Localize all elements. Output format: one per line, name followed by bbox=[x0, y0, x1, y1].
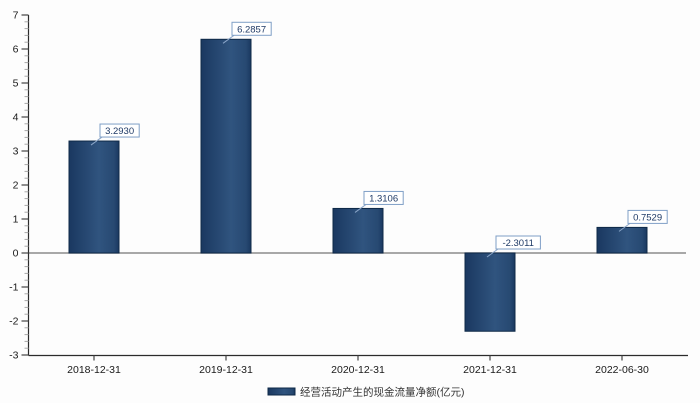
data-label: 0.7529 bbox=[633, 212, 662, 223]
x-tick-label: 2020-12-31 bbox=[331, 364, 385, 376]
data-label-connector bbox=[354, 204, 367, 213]
y-tick-label: 5 bbox=[13, 78, 19, 90]
y-tick-label: 4 bbox=[13, 112, 19, 124]
y-tick-label: 6 bbox=[13, 44, 19, 56]
y-tick-label: 0 bbox=[13, 248, 19, 260]
y-tick-label: 7 bbox=[13, 10, 19, 22]
y-tick-label: -2 bbox=[9, 316, 18, 328]
data-label-box bbox=[363, 190, 404, 205]
bar-2018-12-31[interactable] bbox=[68, 140, 120, 254]
data-label: 1.3106 bbox=[369, 193, 398, 204]
data-label-connector bbox=[90, 136, 103, 146]
y-tick-label: 2 bbox=[13, 180, 19, 192]
data-label-box bbox=[99, 123, 140, 138]
y-tick-label: -3 bbox=[9, 350, 18, 362]
bar-2020-12-31[interactable] bbox=[332, 207, 384, 254]
x-tick-label: 2021-12-31 bbox=[463, 364, 517, 376]
data-label-connector bbox=[618, 222, 631, 232]
data-label-connector bbox=[222, 34, 235, 44]
data-label-box bbox=[495, 235, 541, 250]
bar-2021-12-31[interactable] bbox=[464, 252, 516, 332]
data-label-box bbox=[231, 21, 272, 36]
data-label-connector bbox=[486, 248, 499, 258]
data-label: 6.2857 bbox=[237, 24, 266, 35]
bar-2022-06-30[interactable] bbox=[596, 226, 648, 254]
y-tick-label: 3 bbox=[13, 146, 19, 158]
data-label: 3.2930 bbox=[105, 126, 134, 137]
x-tick-label: 2022-06-30 bbox=[595, 364, 649, 376]
y-tick-label: 1 bbox=[13, 214, 19, 226]
x-tick-label: 2018-12-31 bbox=[67, 364, 121, 376]
legend-label[interactable]: 经营活动产生的现金流量净额(亿元) bbox=[300, 386, 465, 399]
bar-2019-12-31[interactable] bbox=[200, 38, 252, 254]
legend-swatch[interactable] bbox=[267, 387, 296, 396]
data-label: -2.3011 bbox=[502, 238, 534, 249]
x-tick-label: 2019-12-31 bbox=[199, 364, 253, 376]
y-tick-label: -1 bbox=[9, 282, 18, 294]
data-label-box bbox=[627, 209, 668, 224]
